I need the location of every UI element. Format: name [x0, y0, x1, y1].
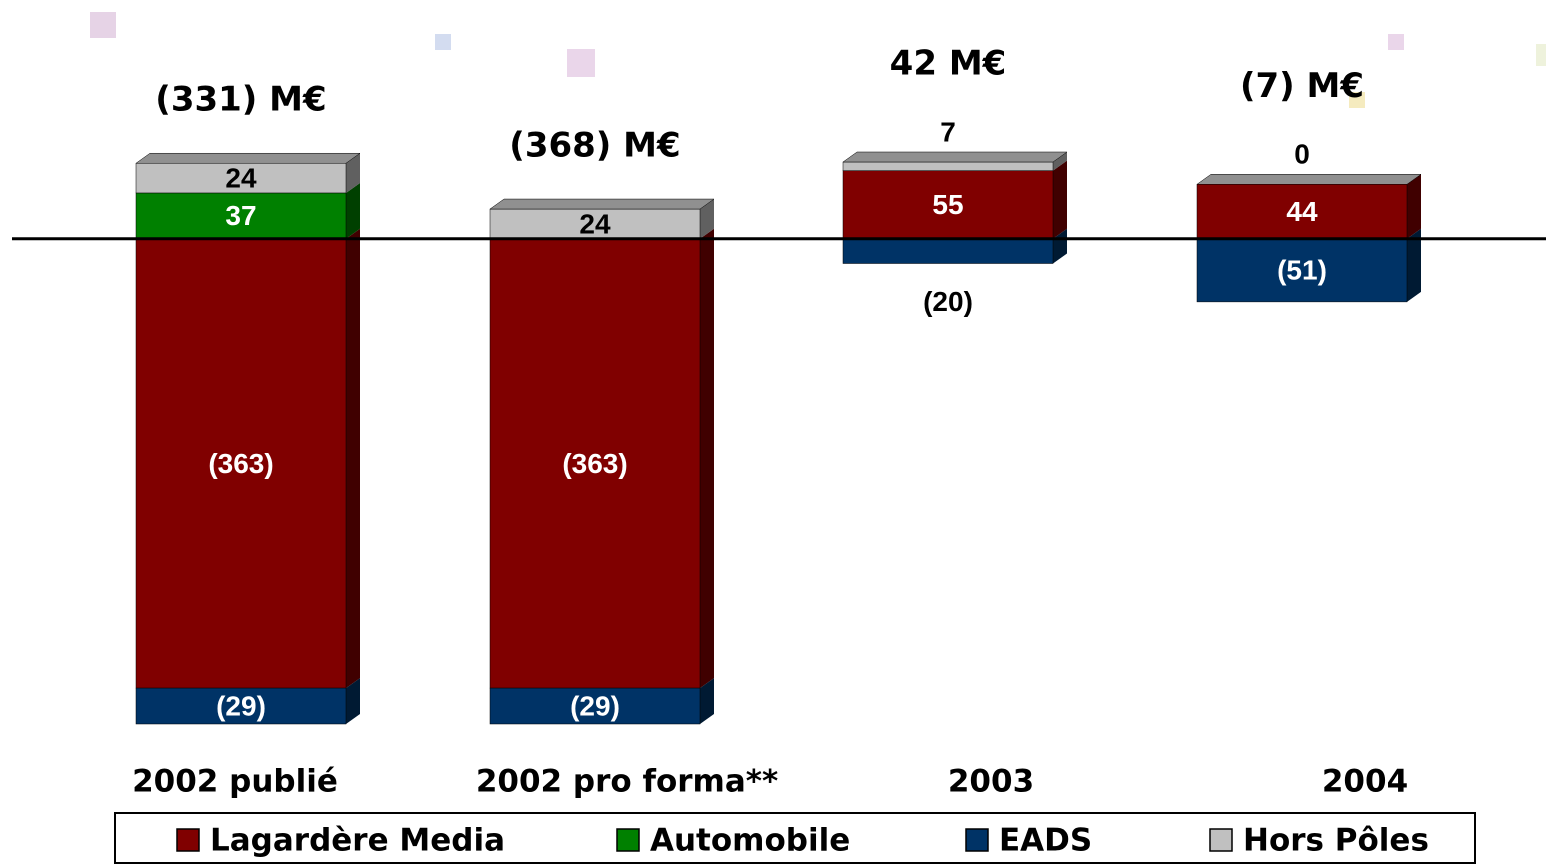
decoration — [90, 12, 1546, 108]
legend-box — [114, 812, 1476, 864]
total-label: (368) M€ — [509, 126, 680, 166]
legend-label: Automobile — [650, 823, 850, 859]
deco-square — [1388, 34, 1404, 50]
data-label: 0 — [1294, 139, 1310, 170]
data-label: (363) — [562, 448, 627, 479]
bar-segment — [1196, 184, 1408, 239]
bar-segment — [135, 162, 347, 194]
deco-square — [1536, 44, 1546, 66]
bar-segment — [842, 238, 1054, 264]
deco-square — [435, 34, 451, 50]
bar-side — [346, 228, 360, 689]
total-label: 42 M€ — [890, 44, 1007, 84]
bar-top — [135, 152, 361, 164]
bar-side — [1407, 174, 1421, 239]
bar-side — [346, 182, 360, 239]
total-label: (331) M€ — [155, 80, 326, 120]
data-label: 37 — [225, 200, 256, 231]
legend-swatch — [616, 828, 640, 852]
bar-segment — [842, 161, 1054, 171]
deco-square — [1349, 92, 1365, 108]
data-label: 7 — [940, 116, 956, 147]
bar-side — [700, 678, 714, 724]
legend-label: EADS — [999, 823, 1092, 859]
x-tick-label: 2002 publié — [132, 764, 338, 800]
bar-segment — [489, 687, 701, 725]
bar-side — [346, 153, 360, 193]
data-label: 44 — [1286, 196, 1318, 227]
bar-segment — [1196, 238, 1408, 303]
legend-swatch — [1209, 828, 1233, 852]
data-label: (29) — [216, 690, 266, 721]
deco-square — [90, 12, 116, 38]
x-tick-label: 2004 — [1322, 764, 1408, 800]
data-label: 24 — [579, 208, 611, 239]
data-label: (20) — [923, 286, 973, 317]
bar-side — [1053, 160, 1067, 239]
x-tick-label: 2002 pro forma** — [476, 764, 778, 800]
deco-square — [567, 49, 595, 77]
legend-label: Hors Pôles — [1243, 823, 1429, 859]
bar-side — [700, 228, 714, 689]
bar-segment — [135, 238, 347, 689]
bar-top — [489, 198, 715, 210]
bar-side — [700, 199, 714, 239]
bar-side — [1407, 228, 1421, 302]
bar-segment — [489, 208, 701, 239]
bar-side — [346, 678, 360, 724]
bar-segment — [842, 170, 1054, 239]
data-label: (363) — [208, 448, 273, 479]
data-label: 55 — [932, 189, 963, 220]
total-label: (7) M€ — [1240, 66, 1364, 106]
data-label: (29) — [570, 690, 620, 721]
data-label: (51) — [1277, 255, 1327, 286]
x-tick-label: 2003 — [948, 764, 1034, 800]
legend-label: Lagardère Media — [210, 823, 505, 859]
legend-swatch — [965, 828, 989, 852]
data-label: 24 — [225, 162, 257, 193]
bar-top — [1196, 174, 1422, 185]
legend-swatch — [176, 828, 200, 852]
bar-top — [842, 151, 1068, 163]
bar-side — [1053, 152, 1067, 171]
bar-segment — [135, 687, 347, 725]
